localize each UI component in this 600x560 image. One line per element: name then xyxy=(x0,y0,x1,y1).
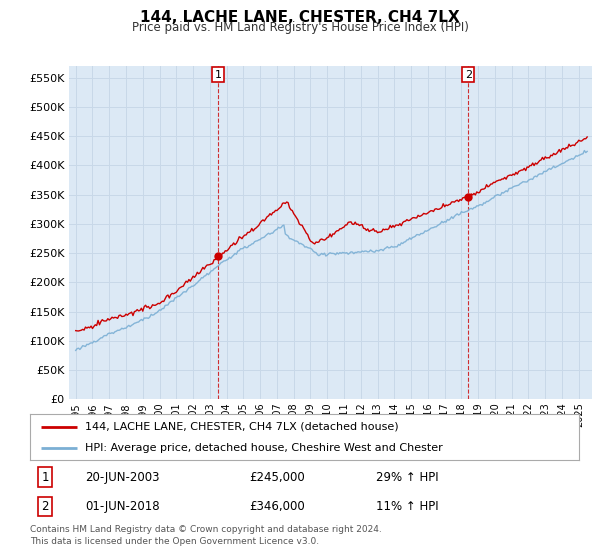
Text: 2: 2 xyxy=(41,500,49,513)
Text: 1: 1 xyxy=(215,70,222,80)
Text: 2: 2 xyxy=(465,70,472,80)
Text: 20-JUN-2003: 20-JUN-2003 xyxy=(85,471,160,484)
Text: 11% ↑ HPI: 11% ↑ HPI xyxy=(376,500,439,513)
Text: HPI: Average price, detached house, Cheshire West and Chester: HPI: Average price, detached house, Ches… xyxy=(85,443,443,453)
Text: 29% ↑ HPI: 29% ↑ HPI xyxy=(376,471,439,484)
Text: 01-JUN-2018: 01-JUN-2018 xyxy=(85,500,160,513)
Text: £245,000: £245,000 xyxy=(250,471,305,484)
Text: Contains HM Land Registry data © Crown copyright and database right 2024.
This d: Contains HM Land Registry data © Crown c… xyxy=(30,525,382,546)
Text: £346,000: £346,000 xyxy=(250,500,305,513)
Text: 144, LACHE LANE, CHESTER, CH4 7LX (detached house): 144, LACHE LANE, CHESTER, CH4 7LX (detac… xyxy=(85,422,398,432)
Text: Price paid vs. HM Land Registry's House Price Index (HPI): Price paid vs. HM Land Registry's House … xyxy=(131,21,469,34)
Text: 144, LACHE LANE, CHESTER, CH4 7LX: 144, LACHE LANE, CHESTER, CH4 7LX xyxy=(140,10,460,25)
Text: 1: 1 xyxy=(41,471,49,484)
